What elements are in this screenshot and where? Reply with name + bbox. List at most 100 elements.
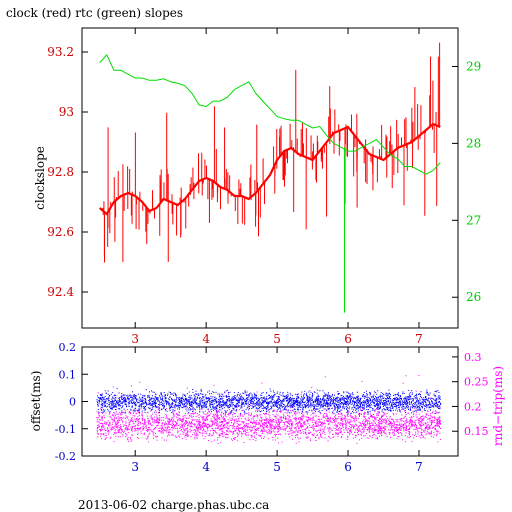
offset-point bbox=[383, 404, 385, 406]
offset-point bbox=[333, 413, 335, 415]
offset-point bbox=[141, 406, 143, 408]
offset-point bbox=[412, 400, 414, 402]
offset-point bbox=[205, 398, 207, 400]
rndtrip-point bbox=[116, 423, 118, 425]
offset-point bbox=[271, 401, 273, 403]
rndtrip-point bbox=[427, 429, 429, 431]
rndtrip-point bbox=[433, 432, 435, 434]
rndtrip-point bbox=[356, 428, 358, 430]
rndtrip-point bbox=[280, 422, 282, 424]
rndtrip-point bbox=[295, 419, 297, 421]
offset-point bbox=[365, 403, 367, 405]
rndtrip-point bbox=[322, 428, 324, 430]
rndtrip-point bbox=[356, 425, 358, 427]
rndtrip-point bbox=[279, 411, 281, 413]
rndtrip-point bbox=[205, 417, 207, 419]
offset-point bbox=[122, 394, 124, 396]
rndtrip-point bbox=[183, 423, 185, 425]
rndtrip-point bbox=[384, 432, 386, 434]
rndtrip-point bbox=[275, 410, 277, 412]
rndtrip-point bbox=[155, 411, 157, 413]
rndtrip-point bbox=[364, 426, 366, 428]
rndtrip-point bbox=[379, 420, 381, 422]
rndtrip-point bbox=[375, 418, 377, 420]
rndtrip-point bbox=[142, 429, 144, 431]
rndtrip-point bbox=[419, 417, 421, 419]
rndtrip-point bbox=[168, 429, 170, 431]
rndtrip-point bbox=[149, 427, 151, 429]
rndtrip-point bbox=[409, 417, 411, 419]
rndtrip-point bbox=[153, 419, 155, 421]
rndtrip-point bbox=[174, 435, 176, 437]
offset-point bbox=[262, 392, 264, 394]
rndtrip-point bbox=[306, 416, 308, 418]
rndtrip-point bbox=[216, 418, 218, 420]
offset-point bbox=[438, 408, 440, 410]
offset-point bbox=[429, 404, 431, 406]
offset-point bbox=[352, 401, 354, 403]
rndtrip-point bbox=[391, 426, 393, 428]
rndtrip-point bbox=[435, 412, 437, 414]
rndtrip-point bbox=[266, 419, 268, 421]
rndtrip-point bbox=[207, 428, 209, 430]
rndtrip-point bbox=[207, 426, 209, 428]
offset-point bbox=[363, 405, 365, 407]
offset-point bbox=[385, 392, 387, 394]
offset-point bbox=[277, 409, 279, 411]
rndtrip-point bbox=[138, 421, 140, 423]
rndtrip-point bbox=[161, 430, 163, 432]
rndtrip-point bbox=[419, 423, 421, 425]
rndtrip-point bbox=[193, 429, 195, 431]
offset-point bbox=[432, 398, 434, 400]
rndtrip-point bbox=[208, 426, 210, 428]
rndtrip-point bbox=[203, 416, 205, 418]
rndtrip-point bbox=[193, 424, 195, 426]
offset-point bbox=[153, 411, 155, 413]
rndtrip-point bbox=[233, 420, 235, 422]
offset-point bbox=[329, 402, 331, 404]
offset-point bbox=[425, 402, 427, 404]
offset-point bbox=[435, 399, 437, 401]
offset-point bbox=[277, 399, 279, 401]
rndtrip-point bbox=[389, 436, 391, 438]
rndtrip-point bbox=[363, 412, 365, 414]
offset-point bbox=[114, 405, 116, 407]
rndtrip-point bbox=[297, 422, 299, 424]
offset-point bbox=[229, 404, 231, 406]
rndtrip-point bbox=[127, 419, 129, 421]
rndtrip-point bbox=[248, 419, 250, 421]
offset-point bbox=[252, 398, 254, 400]
rndtrip-point bbox=[219, 433, 221, 435]
offset-point bbox=[414, 404, 416, 406]
offset-point bbox=[152, 408, 154, 410]
rndtrip-point bbox=[189, 425, 191, 427]
rndtrip-point bbox=[125, 422, 127, 424]
rndtrip-point bbox=[219, 436, 221, 438]
rndtrip-point bbox=[208, 415, 210, 417]
rndtrip-point bbox=[142, 423, 144, 425]
rndtrip-point bbox=[146, 424, 148, 426]
rndtrip-point bbox=[336, 418, 338, 420]
offset-point bbox=[242, 397, 244, 399]
rndtrip-point bbox=[147, 438, 149, 440]
rndtrip-point bbox=[268, 426, 270, 428]
offset-point bbox=[333, 394, 335, 396]
offset-point bbox=[345, 403, 347, 405]
offset-point bbox=[288, 398, 290, 400]
rndtrip-point bbox=[154, 427, 156, 429]
rndtrip-point bbox=[189, 426, 191, 428]
rndtrip-point bbox=[424, 437, 426, 439]
rndtrip-point bbox=[129, 412, 131, 414]
rndtrip-point bbox=[266, 425, 268, 427]
offset-point bbox=[258, 400, 260, 402]
offset-point bbox=[175, 405, 177, 407]
rndtrip-point bbox=[157, 430, 159, 432]
rndtrip-point bbox=[378, 423, 380, 425]
rndtrip-point bbox=[263, 418, 265, 420]
offset-point bbox=[129, 402, 131, 404]
rndtrip-point bbox=[378, 427, 380, 429]
rndtrip-point bbox=[272, 428, 274, 430]
rndtrip-point bbox=[363, 431, 365, 433]
rndtrip-point bbox=[135, 421, 137, 423]
rndtrip-point bbox=[364, 420, 366, 422]
